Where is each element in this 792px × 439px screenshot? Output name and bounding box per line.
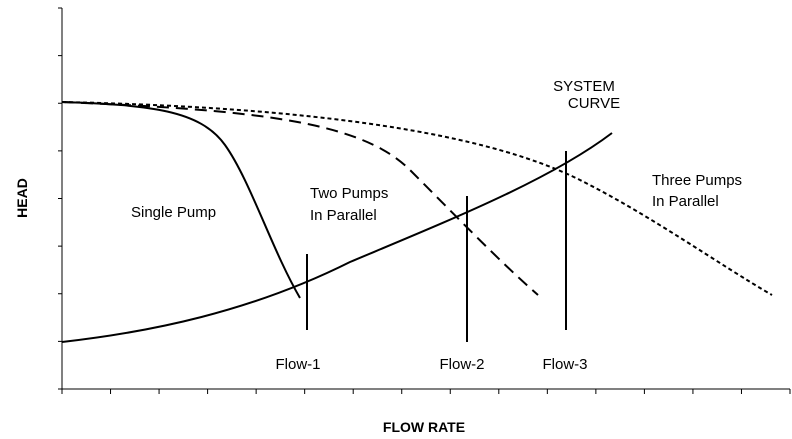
- y-axis-label: HEAD: [14, 178, 30, 218]
- curve-label: Single Pump: [131, 204, 216, 221]
- curve-label: In Parallel: [652, 193, 719, 210]
- two-pumps-curve: [61, 101, 539, 296]
- system-curve: [61, 132, 613, 343]
- single-pump-curve: [61, 101, 301, 299]
- flow-label: Flow-1: [275, 356, 320, 373]
- axes: [58, 7, 791, 394]
- curve-label: CURVE: [568, 95, 620, 112]
- flow-label: Flow-3: [542, 356, 587, 373]
- x-axis-label: FLOW RATE: [383, 419, 465, 435]
- curve-label: Three Pumps: [652, 172, 742, 189]
- curve-label: Two Pumps: [310, 185, 388, 202]
- flow-label: Flow-2: [439, 356, 484, 373]
- curve-label: In Parallel: [310, 207, 377, 224]
- three-pumps-curve: [61, 101, 773, 296]
- curve-label: SYSTEM: [553, 78, 615, 95]
